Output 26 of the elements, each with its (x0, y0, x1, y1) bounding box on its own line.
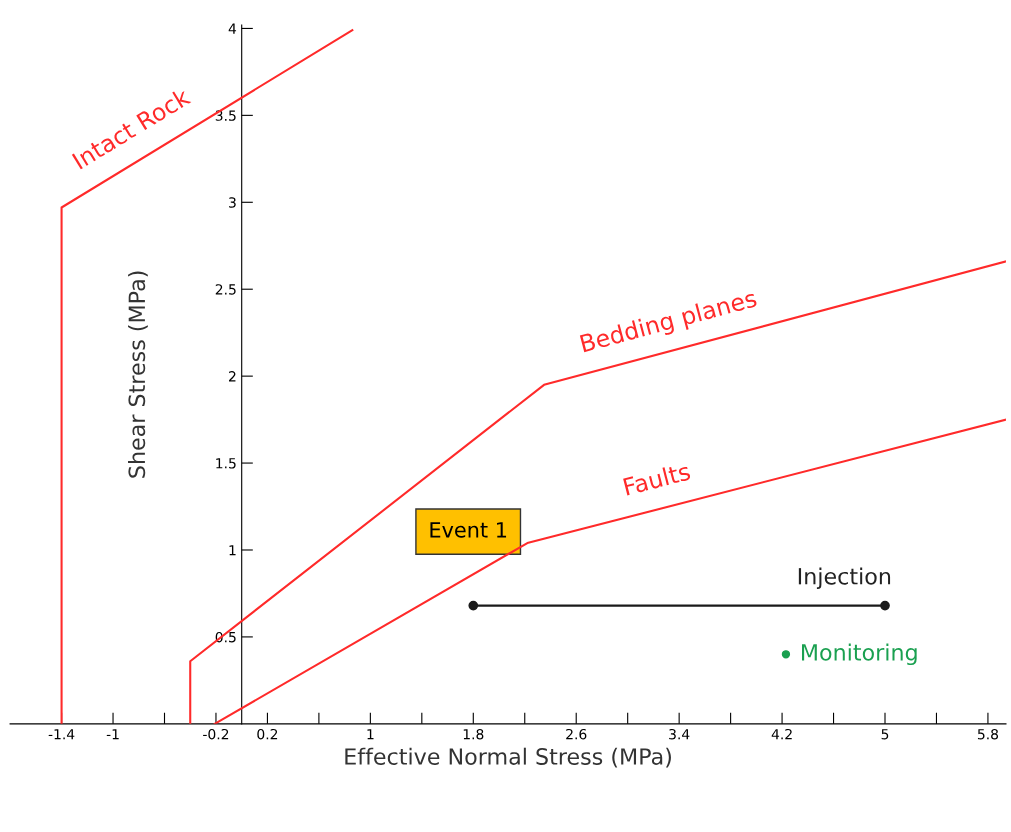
text: Bedding planes (579, 288, 759, 357)
x-tick-label: 3.4 (669, 728, 690, 740)
x-tick-label: 5 (881, 729, 889, 740)
x-tick-label: 0.2 (257, 728, 278, 740)
line-series (189, 260, 1006, 724)
y-tick-label: 1.5 (216, 458, 236, 469)
text: Faults (622, 461, 691, 496)
x-tick-label: -0.2 (203, 728, 229, 740)
y-tick-label: 3.5 (215, 110, 236, 121)
series-label: Monitoring (802, 643, 917, 666)
x-axis-title: Effective Normal Stress (MPa) (345, 747, 671, 768)
y-tick-label: 2 (229, 371, 236, 382)
x-tick-label: 1 (367, 729, 374, 740)
x-tick-label: 1.8 (463, 728, 484, 740)
x-tick-label: 2.6 (566, 728, 587, 740)
y-tick-label: 2.5 (215, 284, 236, 295)
y-tick-label: 1 (229, 545, 236, 556)
y-tick-label: 3 (229, 197, 236, 208)
y-tick-label: 4 (228, 23, 237, 34)
annotation: Event 1 (430, 522, 507, 538)
x-tick-label: 4.2 (771, 728, 792, 740)
series-label: Injection (798, 567, 891, 589)
y-axis-title: Shear Stress (MPa) (128, 271, 148, 478)
x-tick-label: 5.8 (977, 728, 999, 740)
x-tick-label: -1 (106, 729, 119, 740)
x-tick-label: -1.4 (48, 729, 75, 740)
